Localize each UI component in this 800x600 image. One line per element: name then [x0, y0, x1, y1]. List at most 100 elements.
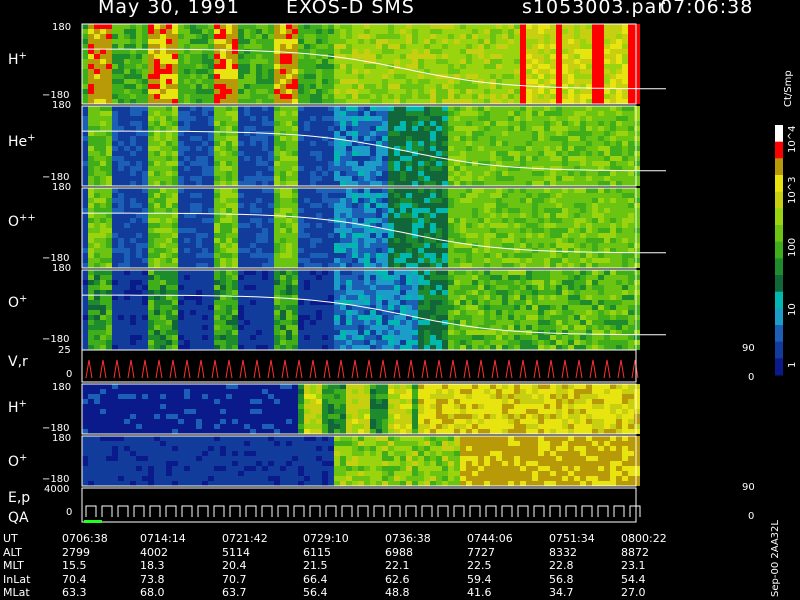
heatmap-cell — [94, 106, 100, 111]
heatmap-cell — [244, 340, 250, 345]
heatmap-cell — [94, 89, 100, 94]
heatmap-cell — [376, 49, 382, 54]
heatmap-cell — [442, 89, 448, 94]
heatmap-cell — [148, 218, 154, 223]
heatmap-cell — [106, 99, 112, 104]
heatmap-cell — [538, 131, 544, 136]
heatmap-cell — [226, 263, 232, 268]
heatmap-cell — [502, 218, 508, 223]
heatmap-cell — [190, 24, 196, 29]
heatmap-cell — [484, 238, 490, 243]
heatmap-cell — [322, 213, 328, 218]
heatmap-cell — [262, 24, 268, 29]
heatmap-cell — [280, 44, 286, 49]
heatmap-cell — [622, 198, 628, 203]
heatmap-cell — [298, 89, 304, 94]
heatmap-cell — [358, 84, 364, 89]
heatmap-cell — [388, 176, 394, 181]
heatmap-cell — [106, 121, 112, 126]
heatmap-cell — [430, 99, 436, 104]
heatmap-cell — [250, 131, 256, 136]
heatmap-cell — [484, 126, 490, 131]
heatmap-cell — [82, 89, 88, 94]
heatmap-cell — [226, 34, 232, 39]
heatmap-cell — [148, 340, 154, 345]
heatmap-cell — [568, 258, 574, 263]
heatmap-cell — [496, 74, 502, 79]
heatmap-cell — [328, 106, 334, 111]
heatmap-cell — [226, 305, 232, 310]
heatmap-cell — [232, 106, 238, 111]
heatmap-cell — [532, 29, 538, 34]
heatmap-cell — [634, 188, 640, 193]
heatmap-cell — [424, 208, 430, 213]
heatmap-cell — [466, 121, 472, 126]
heatmap-cell — [196, 335, 202, 340]
heatmap-cell — [262, 126, 268, 131]
heatmap-cell — [538, 126, 544, 131]
heatmap-cell — [196, 181, 202, 186]
heatmap-cell — [616, 136, 622, 141]
heatmap-cell — [82, 69, 88, 74]
heatmap-cell — [376, 59, 382, 64]
heatmap-cell — [514, 171, 520, 176]
heatmap-cell — [232, 243, 238, 248]
heatmap-cell — [430, 223, 436, 228]
heatmap-cell — [172, 39, 178, 44]
heatmap-cell — [478, 233, 484, 238]
heatmap-cell — [466, 44, 472, 49]
heatmap-cell — [430, 94, 436, 99]
heatmap-cell — [496, 228, 502, 233]
heatmap-cell — [298, 99, 304, 104]
heatmap-cell — [394, 64, 400, 69]
heatmap-cell — [514, 89, 520, 94]
heatmap-cell — [364, 193, 370, 198]
heatmap-cell — [418, 49, 424, 54]
heatmap-cell — [610, 156, 616, 161]
heatmap-cell — [340, 208, 346, 213]
heatmap-cell — [484, 131, 490, 136]
heatmap-cell — [328, 253, 334, 258]
heatmap-cell — [184, 275, 190, 280]
heatmap-cell — [118, 89, 124, 94]
heatmap-cell — [256, 141, 262, 146]
heatmap-cell — [610, 69, 616, 74]
heatmap-cell — [472, 136, 478, 141]
heatmap-cell — [304, 161, 310, 166]
heatmap-cell — [586, 64, 592, 69]
heatmap-cell — [316, 166, 322, 171]
heatmap-cell — [496, 64, 502, 69]
heatmap-cell — [574, 228, 580, 233]
heatmap-cell — [292, 49, 298, 54]
heatmap-cell — [184, 156, 190, 161]
heatmap-cell — [250, 295, 256, 300]
heatmap-cell — [442, 54, 448, 59]
heatmap-cell — [100, 79, 106, 84]
heatmap-cell — [262, 94, 268, 99]
heatmap-cell — [244, 161, 250, 166]
heatmap-cell — [190, 99, 196, 104]
heatmap-cell — [202, 69, 208, 74]
heatmap-cell — [448, 99, 454, 104]
heatmap-cell — [400, 171, 406, 176]
heatmap-cell — [352, 69, 358, 74]
heatmap-cell — [184, 310, 190, 315]
heatmap-cell — [514, 44, 520, 49]
heatmap-cell — [520, 263, 526, 268]
heatmap-cell — [298, 223, 304, 228]
heatmap-cell — [268, 258, 274, 263]
heatmap-cell — [598, 121, 604, 126]
heatmap-cell — [490, 176, 496, 181]
heatmap-cell — [208, 300, 214, 305]
heatmap-cell — [484, 44, 490, 49]
heatmap-cell — [232, 315, 238, 320]
heatmap-cell — [82, 99, 88, 104]
heatmap-cell — [226, 171, 232, 176]
heatmap-cell — [280, 49, 286, 54]
heatmap-cell — [496, 166, 502, 171]
heatmap-cell — [580, 34, 586, 39]
heatmap-cell — [88, 29, 94, 34]
heatmap-cell — [448, 208, 454, 213]
heatmap-cell — [346, 223, 352, 228]
heatmap-cell — [148, 121, 154, 126]
